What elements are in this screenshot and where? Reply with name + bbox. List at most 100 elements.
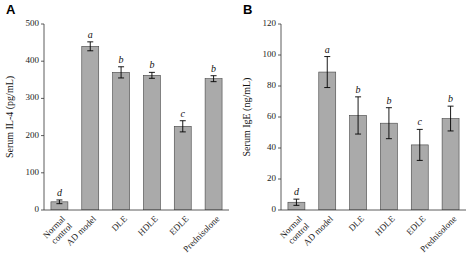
error-bar xyxy=(211,76,217,82)
label-line: AD model xyxy=(64,213,98,247)
error-bar xyxy=(355,97,361,134)
significance-letter: b xyxy=(211,63,216,74)
error-cap xyxy=(448,130,454,131)
error-cap xyxy=(417,129,423,130)
bars xyxy=(51,42,222,210)
label-line: EDLE xyxy=(404,213,428,237)
label-line: EDLE xyxy=(167,213,191,237)
y-tick xyxy=(41,210,44,211)
error-cap xyxy=(324,56,330,57)
error-line xyxy=(213,76,214,82)
panel: 0100200300400500dabbcbNormalcontrolAD mo… xyxy=(4,2,229,254)
y-tick xyxy=(278,55,281,56)
significance-letter: c xyxy=(418,116,423,127)
x-tick-label: EDLE xyxy=(167,213,191,237)
y-tick xyxy=(278,179,281,180)
y-tick-label: 120 xyxy=(263,18,277,28)
error-bar xyxy=(180,121,186,132)
label-line: AD model xyxy=(301,213,335,247)
significance-letter: b xyxy=(448,93,453,104)
figure: 0100200300400500dabbcbNormalcontrolAD mo… xyxy=(0,0,474,270)
y-tick xyxy=(41,61,44,62)
y-tick-label: 20 xyxy=(267,173,277,183)
error-cap xyxy=(386,138,392,139)
x-tick-label: AD model xyxy=(64,213,98,247)
error-cap xyxy=(180,120,186,121)
x-tick-label: DLE xyxy=(110,213,130,233)
x-tick-label: DLE xyxy=(347,213,367,233)
error-cap xyxy=(211,81,217,82)
x-axis xyxy=(281,210,466,211)
label-line: Prednisolone xyxy=(181,214,221,254)
error-cap xyxy=(386,107,392,108)
label-line: HDLE xyxy=(136,213,160,237)
bar xyxy=(82,46,99,210)
y-tick xyxy=(278,148,281,149)
y-tick-label: 500 xyxy=(26,18,40,28)
panel-label: B xyxy=(243,2,252,17)
error-bar xyxy=(417,129,423,160)
error-bar xyxy=(386,108,392,139)
x-tick-label: AD model xyxy=(301,213,335,247)
y-tick xyxy=(41,98,44,99)
y-tick-label: 400 xyxy=(26,55,40,65)
bars xyxy=(288,57,459,210)
x-tick-label: Prednisolone xyxy=(181,214,221,254)
bar xyxy=(113,72,130,210)
label-line: HDLE xyxy=(373,213,397,237)
bar xyxy=(143,75,160,210)
error-cap xyxy=(56,199,62,200)
error-cap xyxy=(293,199,299,200)
error-bar xyxy=(149,72,155,78)
error-line xyxy=(419,129,420,160)
error-cap xyxy=(448,106,454,107)
significance-letter: b xyxy=(386,95,391,106)
error-bar xyxy=(87,42,93,51)
y-tick xyxy=(278,24,281,25)
label-line: Prednisolone xyxy=(418,214,458,254)
error-line xyxy=(358,97,359,134)
y-tick xyxy=(41,24,44,25)
error-line xyxy=(450,106,451,131)
significance-letter: d xyxy=(294,186,300,197)
significance-letter: b xyxy=(119,54,124,65)
error-line xyxy=(151,72,152,78)
y-tick xyxy=(278,210,281,211)
y-tick xyxy=(41,135,44,136)
y-tick-label: 100 xyxy=(26,167,40,177)
label-line: DLE xyxy=(110,213,130,233)
y-tick-label: 60 xyxy=(267,111,277,121)
y-tick xyxy=(278,86,281,87)
y-tick-label: 100 xyxy=(263,49,277,59)
y-axis-label: Serum IgE (ng/mL) xyxy=(241,78,253,157)
error-cap xyxy=(324,87,330,88)
significance-letter: a xyxy=(88,29,93,40)
error-cap xyxy=(87,50,93,51)
error-line xyxy=(327,57,328,88)
panel: 020406080100120dabbcbNormalcontrolAD mod… xyxy=(241,2,466,254)
x-tick-label: HDLE xyxy=(373,213,397,237)
error-line xyxy=(182,121,183,132)
significance-letter: b xyxy=(356,84,361,95)
error-cap xyxy=(149,78,155,79)
y-axis-label: Serum IL-4 (pg/mL) xyxy=(4,76,16,158)
error-cap xyxy=(355,134,361,135)
error-line xyxy=(121,67,122,78)
error-bar xyxy=(56,200,62,204)
error-cap xyxy=(355,96,361,97)
y-axis xyxy=(281,24,282,210)
error-line xyxy=(59,200,60,204)
y-tick-label: 0 xyxy=(35,204,40,214)
x-tick-label: Prednisolone xyxy=(418,214,458,254)
label-line: DLE xyxy=(347,213,367,233)
error-cap xyxy=(56,203,62,204)
significance-letter: b xyxy=(149,59,154,70)
bar xyxy=(442,119,459,210)
error-cap xyxy=(118,66,124,67)
error-cap xyxy=(293,205,299,206)
error-cap xyxy=(417,160,423,161)
error-bar xyxy=(448,106,454,131)
error-line xyxy=(296,199,297,205)
bar xyxy=(205,79,222,210)
error-bar xyxy=(293,199,299,205)
